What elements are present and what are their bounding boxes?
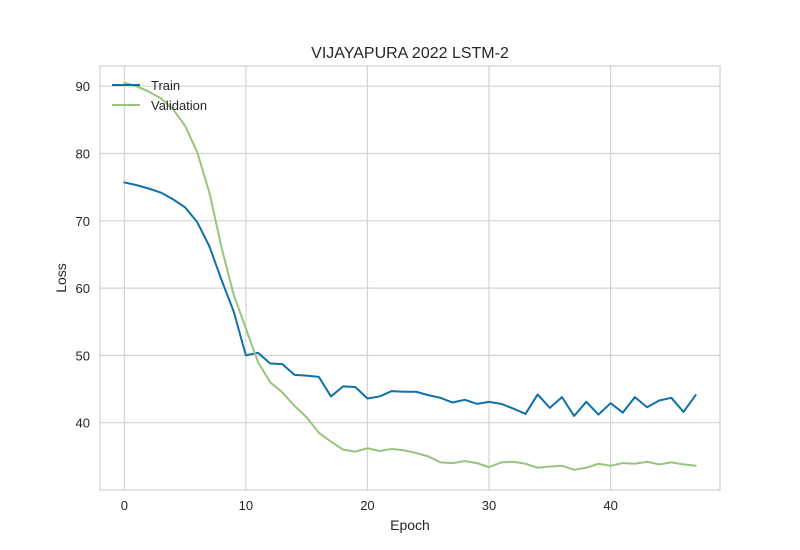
y-tick-label: 50 [76,348,90,363]
plot-background [100,66,720,490]
legend-validation-label: Validation [151,98,207,113]
x-tick-labels: 0 10 20 30 40 [121,498,618,513]
x-tick-label: 40 [603,498,617,513]
series-lines [123,81,697,471]
y-tick-label: 90 [76,79,90,94]
x-tick-label: 30 [482,498,496,513]
y-tick-label: 60 [76,281,90,296]
y-axis-label: Loss [53,263,69,293]
x-tick-label: 0 [121,498,128,513]
y-tick-label: 40 [76,416,90,431]
x-tick-label: 10 [239,498,253,513]
x-axis-label: Epoch [390,517,430,533]
y-tick-labels: 40 50 60 70 80 90 [76,79,90,431]
plot-frame [99,65,721,491]
legend-train-label: Train [151,78,180,93]
grid-lines [100,66,720,490]
series-line-train [123,181,697,417]
x-tick-label: 20 [360,498,374,513]
y-tick-label: 70 [76,214,90,229]
series-line-validation [123,81,697,471]
legend: Train Validation [112,78,207,113]
y-tick-label: 80 [76,146,90,161]
chart-title: VIJAYAPURA 2022 LSTM-2 [311,45,509,62]
